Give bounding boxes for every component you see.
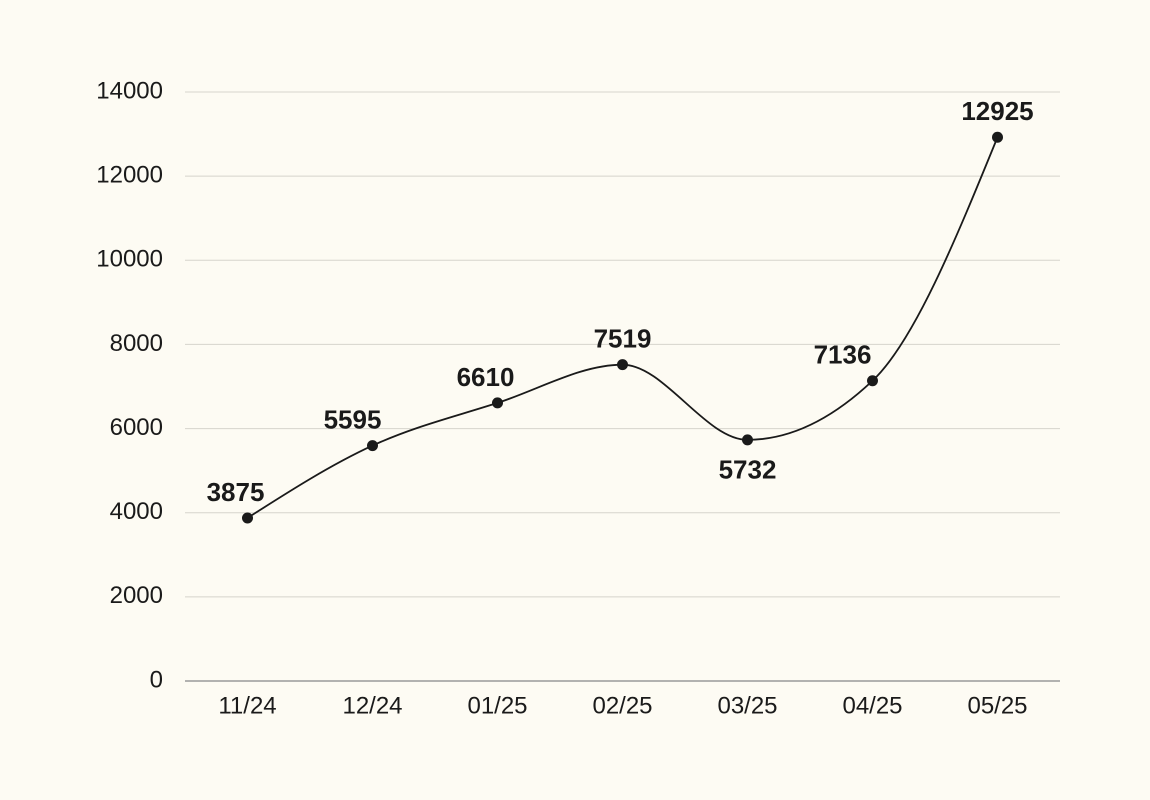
- data-label: 5732: [719, 455, 777, 485]
- y-tick-label: 4000: [110, 498, 163, 525]
- x-tick-label: 12/24: [342, 692, 402, 719]
- x-tick-label: 05/25: [967, 692, 1027, 719]
- point: [617, 359, 628, 371]
- point: [742, 434, 753, 446]
- data-label: 6610: [457, 362, 515, 392]
- data-label: 3875: [207, 477, 265, 507]
- point: [992, 131, 1003, 143]
- point: [867, 375, 878, 387]
- y-tick-label: 14000: [96, 77, 163, 104]
- x-tick-label: 11/24: [218, 692, 276, 719]
- y-tick-label: 10000: [96, 246, 163, 273]
- y-tick-label: 6000: [110, 414, 163, 441]
- data-label: 5595: [324, 404, 382, 434]
- x-tick-label: 03/25: [717, 692, 777, 719]
- y-tick-label: 2000: [110, 582, 163, 609]
- x-tick-label: 01/25: [467, 692, 527, 719]
- y-tick-label: 12000: [96, 161, 163, 188]
- data-label: 7519: [594, 324, 652, 354]
- data-label: 7136: [814, 340, 872, 370]
- point: [367, 440, 378, 452]
- y-tick-label: 0: [150, 666, 163, 693]
- data-label: 12925: [961, 96, 1033, 126]
- y-tick-label: 8000: [110, 330, 163, 357]
- point: [492, 397, 503, 409]
- x-tick-label: 02/25: [592, 692, 652, 719]
- x-tick-label: 04/25: [842, 692, 902, 719]
- point: [242, 512, 253, 524]
